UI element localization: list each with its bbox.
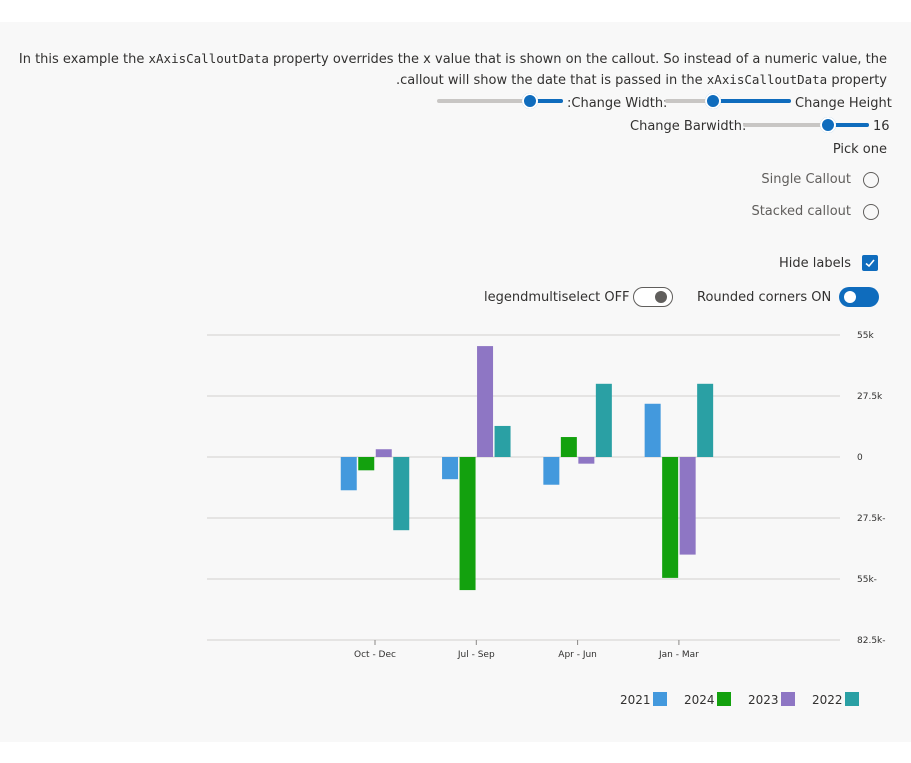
- check-icon: [865, 259, 875, 268]
- y-tick-label: 27.5k: [857, 392, 883, 402]
- text: property overrides the x value that is s…: [268, 52, 887, 67]
- toggle[interactable]: [633, 287, 673, 307]
- description-line: .callout will show the date that is pass…: [396, 72, 887, 88]
- y-tick-label: 55k: [857, 331, 874, 341]
- x-tick-label: Apr - Jun: [558, 650, 597, 660]
- bar: [578, 457, 595, 464]
- y-tick-label: 27.5k-: [857, 514, 886, 524]
- radio[interactable]: [863, 204, 879, 220]
- x-tick-label: Jan - Mar: [658, 650, 699, 660]
- bar: [595, 383, 612, 457]
- code: xAxisCalloutData: [148, 51, 269, 66]
- y-tick-label: 82.5k-: [857, 636, 886, 646]
- legend-label: 2021: [620, 693, 651, 707]
- bar: [679, 457, 696, 555]
- y-tick-label: 55k-: [857, 575, 877, 585]
- label: Change Barwidth:: [630, 119, 747, 134]
- bar: [393, 457, 410, 531]
- x-tick-label: Oct - Dec: [354, 650, 396, 660]
- checkbox-label[interactable]: Hide labels: [779, 256, 851, 271]
- bar: [340, 457, 357, 491]
- y-tick-label: 0: [857, 453, 863, 463]
- toggle[interactable]: [839, 287, 879, 307]
- radio-label[interactable]: Single Callout: [761, 172, 851, 187]
- legend-swatch[interactable]: [845, 692, 859, 706]
- bar: [560, 437, 577, 457]
- height-slider[interactable]: [665, 93, 791, 109]
- code: xAxisCalloutData: [706, 72, 828, 87]
- width-slider[interactable]: [437, 93, 563, 109]
- chart: 82.5k- 55k- 27.5k- 0 27.5k 55k Oct - Dec Jul - …: [207, 331, 886, 707]
- bar: [477, 346, 494, 457]
- bar: [662, 457, 679, 578]
- bar: [644, 403, 661, 457]
- text: property: [827, 73, 887, 88]
- checkbox[interactable]: [862, 255, 878, 271]
- label: Pick one: [832, 142, 887, 157]
- bar: [375, 449, 392, 457]
- value: 16: [873, 119, 890, 134]
- bar: [442, 457, 459, 480]
- barwidth-slider[interactable]: [743, 117, 869, 133]
- bar: [697, 383, 714, 457]
- label: :Change Width:: [567, 96, 668, 111]
- label: Change Height: [795, 96, 892, 111]
- text: .callout will show the date that is pass…: [396, 73, 707, 88]
- toggle-label[interactable]: legendmultiselect OFF: [484, 290, 630, 305]
- legend-swatch[interactable]: [653, 692, 667, 706]
- legend-label: 2022: [812, 693, 843, 707]
- bar: [494, 425, 511, 457]
- legend-swatch[interactable]: [717, 692, 731, 706]
- legend-label: 2024: [684, 693, 715, 707]
- bar: [543, 457, 560, 485]
- panel: [0, 22, 911, 742]
- radio[interactable]: [863, 172, 879, 188]
- legend-swatch[interactable]: [781, 692, 795, 706]
- legend-label: 2023: [748, 693, 779, 707]
- bar: [358, 457, 375, 471]
- radio-label[interactable]: Stacked callout: [751, 204, 851, 219]
- description-line: In this example the xAxisCalloutData pro…: [19, 51, 887, 67]
- text: In this example the: [18, 52, 149, 67]
- toggle-label[interactable]: Rounded corners ON: [697, 290, 832, 305]
- bar: [459, 457, 476, 591]
- x-tick-label: Jul - Sep: [457, 650, 495, 660]
